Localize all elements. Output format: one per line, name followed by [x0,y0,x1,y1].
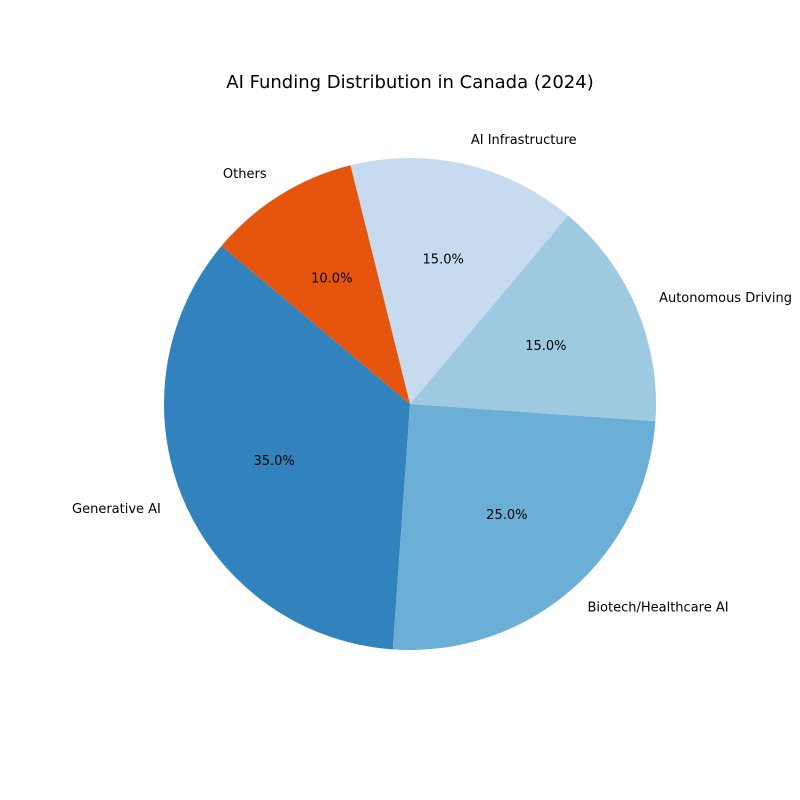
pie-category-label: AI Infrastructure [471,133,577,148]
pie-percent-label: 10.0% [311,271,352,286]
pie-percent-label: 35.0% [253,454,294,469]
pie-slice-others [221,165,410,404]
pie-category-label: Generative AI [72,502,161,517]
pie-percent-label: 25.0% [486,508,527,523]
pie-slice-biotech-healthcare-ai [392,404,656,650]
pie-percent-label: 15.0% [423,253,464,268]
pie-category-label: Biotech/Healthcare AI [588,601,729,616]
pie-category-label: Others [223,167,267,182]
pie-slice-generative-ai [164,245,410,650]
pie-slice-autonomous-driving [410,215,656,422]
chart-title: AI Funding Distribution in Canada (2024) [226,72,593,93]
pie-slice-ai-infrastructure [350,157,569,404]
pie-slices [164,157,656,650]
pie-labels: 35.0% Generative AI 25.0% Biotech/Healthcar… [72,133,792,616]
pie-percent-label: 15.0% [525,339,566,354]
pie-category-label: Autonomous Driving [659,291,792,306]
